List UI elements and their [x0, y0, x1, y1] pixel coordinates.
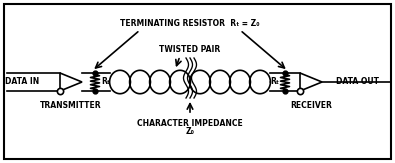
Text: Rₜ: Rₜ: [270, 77, 279, 87]
Text: Z₀: Z₀: [186, 127, 194, 136]
Text: TWISTED PAIR: TWISTED PAIR: [159, 44, 221, 53]
Text: TRANSMITTER: TRANSMITTER: [40, 101, 102, 110]
Text: RECEIVER: RECEIVER: [290, 101, 332, 110]
Polygon shape: [300, 73, 322, 91]
Text: TERMINATING RESISTOR  Rₜ = Z₀: TERMINATING RESISTOR Rₜ = Z₀: [120, 18, 260, 28]
Text: Rₜ: Rₜ: [101, 77, 110, 87]
Text: DATA IN: DATA IN: [5, 77, 39, 87]
Text: CHARACTER IMPEDANCE: CHARACTER IMPEDANCE: [137, 119, 243, 127]
Polygon shape: [60, 73, 82, 91]
Text: DATA OUT: DATA OUT: [337, 77, 380, 87]
